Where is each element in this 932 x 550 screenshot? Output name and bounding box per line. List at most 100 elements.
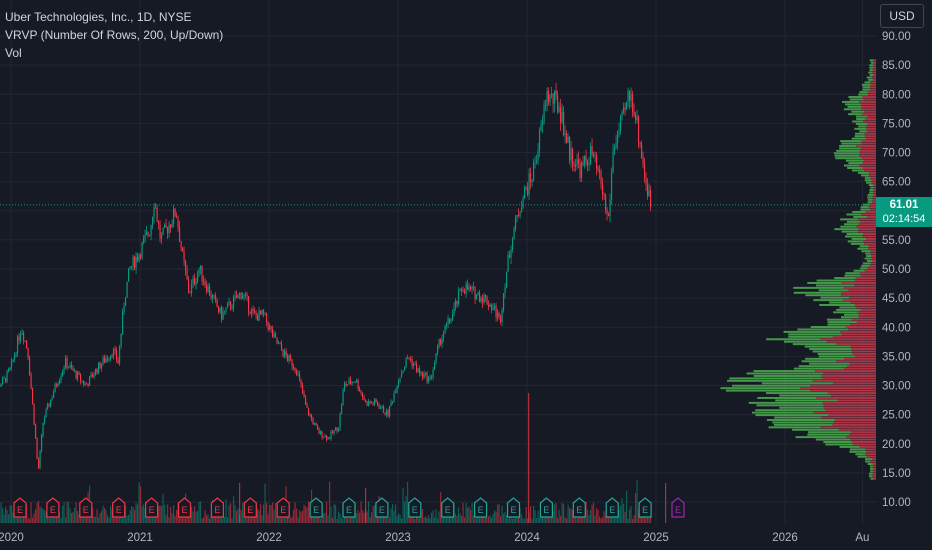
candle-body — [375, 399, 377, 403]
candle-body — [21, 333, 23, 335]
profile-row-down — [858, 313, 876, 316]
candle-body — [64, 358, 67, 368]
candle-body — [171, 223, 173, 228]
profile-row-down — [848, 328, 876, 331]
profile-row-down — [861, 142, 876, 145]
earnings-badge-letter: E — [609, 505, 615, 515]
profile-row-down — [872, 76, 876, 79]
candle-body — [576, 159, 578, 165]
volume-bar — [1, 508, 4, 523]
candle-body — [234, 295, 236, 298]
profile-row-up — [854, 127, 867, 130]
candle-body — [591, 146, 593, 155]
candle-body — [268, 326, 271, 330]
profile-row-up — [815, 438, 851, 441]
earnings-badge-letter: E — [247, 505, 253, 515]
volume-bar — [270, 505, 272, 523]
profile-row-down — [866, 455, 876, 458]
candle-body — [223, 310, 226, 312]
candle-body — [279, 343, 281, 345]
candle-body — [139, 254, 142, 258]
profile-row-down — [867, 91, 876, 94]
candle-body — [157, 221, 160, 225]
candle-body — [117, 359, 119, 364]
profile-row-down — [871, 257, 876, 260]
volume-bar — [471, 502, 473, 523]
volume-bar — [4, 506, 7, 523]
candle-body — [138, 254, 140, 261]
profile-row-up — [793, 286, 844, 289]
volume-bar — [7, 514, 10, 523]
candle-body — [118, 346, 121, 364]
price-axis[interactable]: 90.0085.0080.0075.0070.0065.0060.0055.00… — [882, 31, 911, 509]
candle-body — [51, 397, 53, 400]
time-axis[interactable]: 2020 2021 2022 2023 2024 2025 2026 Au — [0, 532, 869, 544]
profile-row-up — [727, 379, 813, 382]
candlestick-series[interactable] — [0, 82, 652, 470]
profile-row-down — [840, 330, 876, 333]
profile-row-down — [868, 174, 876, 177]
volume-bar — [426, 518, 428, 523]
profile-row-up — [839, 306, 856, 309]
profile-row-up — [857, 171, 870, 174]
profile-row-up — [793, 367, 845, 370]
volume-bar — [469, 509, 472, 523]
time-tick-label: 2023 — [385, 532, 411, 544]
profile-row-down — [872, 196, 876, 199]
profile-row-down — [846, 436, 876, 439]
candle-body — [216, 299, 218, 307]
profile-row-up — [861, 250, 871, 253]
candle-body — [510, 249, 512, 258]
candle-body — [523, 187, 526, 198]
profile-row-down — [822, 401, 876, 404]
candle-body — [339, 413, 341, 429]
volume-bar — [496, 504, 499, 523]
profile-row-down — [816, 396, 876, 399]
volume-bar — [63, 501, 65, 523]
candle-body — [556, 95, 559, 112]
volume-bar — [69, 508, 71, 523]
profile-row-down — [854, 284, 876, 287]
time-tick-label: 2021 — [127, 532, 153, 544]
currency-button[interactable]: USD — [880, 4, 924, 28]
volume-bar — [136, 504, 139, 523]
price-tick-label: 20.00 — [882, 439, 911, 451]
volume-label[interactable]: Vol — [5, 46, 22, 60]
candle-body — [367, 401, 370, 406]
indicator-label[interactable]: VRVP (Number Of Rows, 200, Up/Down) — [5, 28, 224, 42]
candle-body — [570, 148, 572, 161]
profile-row-up — [847, 240, 864, 243]
profile-row-up — [788, 333, 842, 336]
candle-body — [592, 154, 595, 156]
profile-row-up — [783, 330, 841, 333]
profile-row-down — [834, 418, 876, 421]
volume-bar — [358, 512, 361, 523]
profile-row-down — [862, 162, 876, 165]
profile-row-down — [872, 463, 876, 466]
volume-bar — [262, 504, 265, 523]
candle-body — [511, 238, 514, 250]
profile-row-down — [869, 203, 876, 206]
candle-body — [187, 279, 190, 292]
profile-row-down — [863, 240, 876, 243]
candle-body — [462, 290, 464, 292]
candle-body — [271, 329, 274, 337]
volume-bar — [402, 488, 404, 523]
profile-row-down — [855, 277, 876, 280]
candle-body — [45, 409, 47, 418]
profile-row-up — [810, 326, 846, 329]
volume-bar — [54, 516, 56, 523]
earnings-badge-letter: E — [346, 505, 352, 515]
profile-row-down — [870, 83, 876, 86]
symbol-title[interactable]: Uber Technologies, Inc., 1D, NYSE — [5, 10, 192, 24]
candle-body — [522, 197, 524, 208]
candle-body — [297, 373, 299, 375]
earnings-badge-letter: E — [478, 505, 484, 515]
profile-row-down — [833, 382, 876, 385]
profile-row-up — [834, 154, 860, 157]
volume-bar — [9, 505, 11, 523]
candle-body — [432, 369, 434, 378]
candle-body — [357, 380, 359, 389]
profile-row-up — [765, 392, 828, 395]
